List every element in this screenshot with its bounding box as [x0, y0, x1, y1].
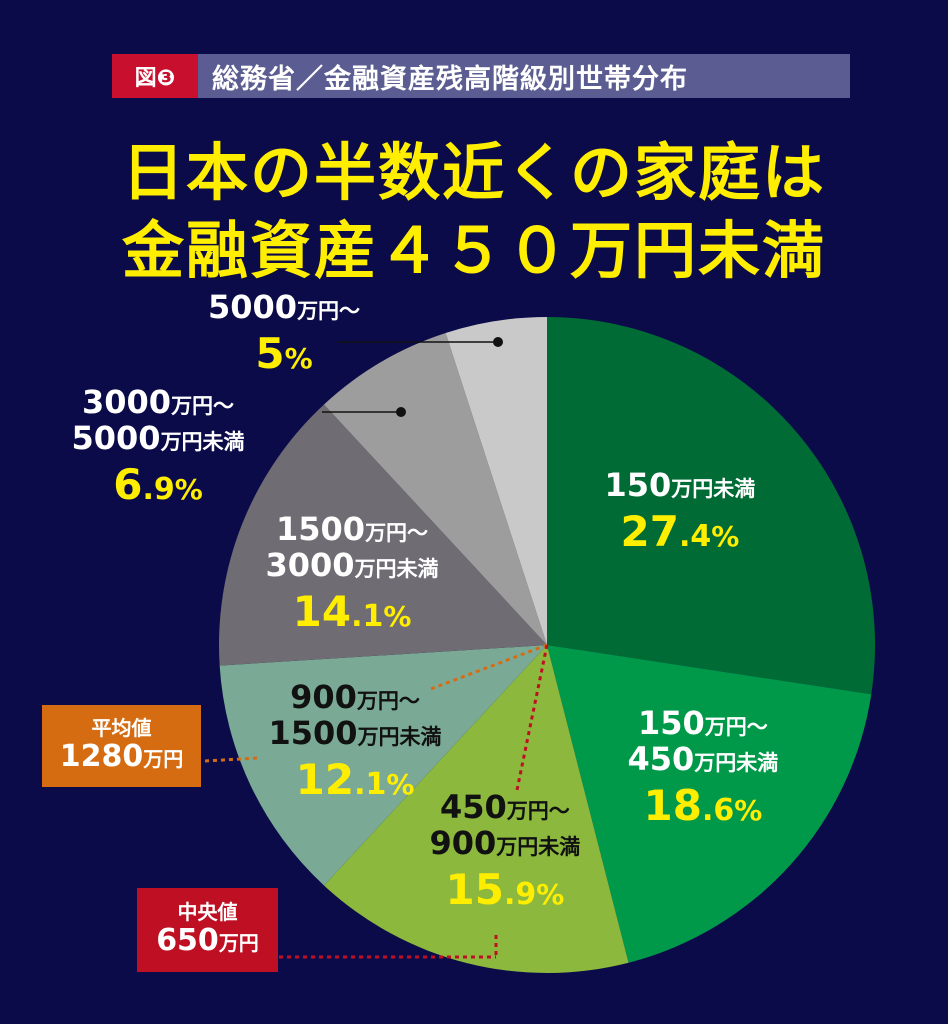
slice-range-1: 150万円～ 450万円未満 — [627, 704, 779, 778]
slice-percent-1: 18.6% — [643, 780, 763, 830]
leader-dot-3000 — [396, 407, 406, 417]
figure-badge: 図❸ — [112, 54, 198, 98]
slice-percent-3: 12.1% — [295, 754, 415, 804]
slice-label-1: 150万円～ 450万円未満 18.6% — [627, 704, 779, 830]
leader-dot-5000 — [493, 337, 503, 347]
slice-label-6: 5000万円～ 5% — [208, 288, 361, 378]
median-unit: 万円 — [218, 931, 259, 956]
mean-marker-line — [427, 643, 548, 692]
median-label: 中央値 — [177, 900, 238, 925]
slice-percent-6: 5% — [255, 328, 313, 378]
pie-slice-2 — [323, 645, 629, 973]
pie-slice-5 — [323, 333, 547, 645]
slice-label-0: 150万円未満 27.4% — [604, 466, 756, 556]
pie-slice-6 — [445, 317, 547, 645]
mean-badge: 平均値 1280万円 — [42, 705, 201, 787]
headline-line-2: 金融資産４５０万円未満 — [121, 214, 826, 287]
slice-range-4: 1500万円～ 3000万円未満 — [265, 510, 439, 584]
slice-range-0: 150万円未満 — [604, 466, 756, 504]
slice-percent-0: 27.4% — [620, 506, 740, 556]
median-value: 650 — [156, 923, 219, 959]
mean-unit: 万円 — [143, 747, 184, 772]
slice-range-5: 3000万円～ 5000万円未満 — [71, 383, 245, 457]
slice-label-5: 3000万円～ 5000万円未満 6.9% — [71, 383, 245, 509]
mean-label: 平均値 — [91, 716, 152, 741]
header-bar: 図❸ 総務省／金融資産残高階級別世帯分布 — [112, 54, 850, 98]
median-badge: 中央値 650万円 — [137, 888, 278, 972]
slice-label-4: 1500万円～ 3000万円未満 14.1% — [265, 510, 439, 636]
pie-slice-3 — [219, 645, 548, 886]
slice-percent-2: 15.9% — [445, 864, 565, 914]
median-marker-line — [515, 644, 549, 791]
mean-value: 1280 — [59, 739, 144, 775]
slice-range-2: 450万円～ 900万円未満 — [429, 788, 581, 862]
slice-range-3: 900万円～ 1500万円未満 — [268, 678, 442, 752]
chart-subtitle: 総務省／金融資産残高階級別世帯分布 — [212, 63, 688, 95]
headline-line-1: 日本の半数近くの家庭は — [121, 136, 826, 209]
slice-percent-5: 6.9% — [113, 459, 203, 509]
mean-marker-connector — [204, 756, 259, 763]
pie-slice-1 — [547, 645, 872, 963]
pie-slice-0 — [547, 317, 876, 695]
slice-range-6: 5000万円～ — [208, 288, 361, 326]
slice-label-2: 450万円～ 900万円未満 15.9% — [429, 788, 581, 914]
slice-percent-4: 14.1% — [292, 586, 412, 636]
slice-label-3: 900万円～ 1500万円未満 12.1% — [268, 678, 442, 804]
pie-slice-4 — [219, 404, 547, 666]
